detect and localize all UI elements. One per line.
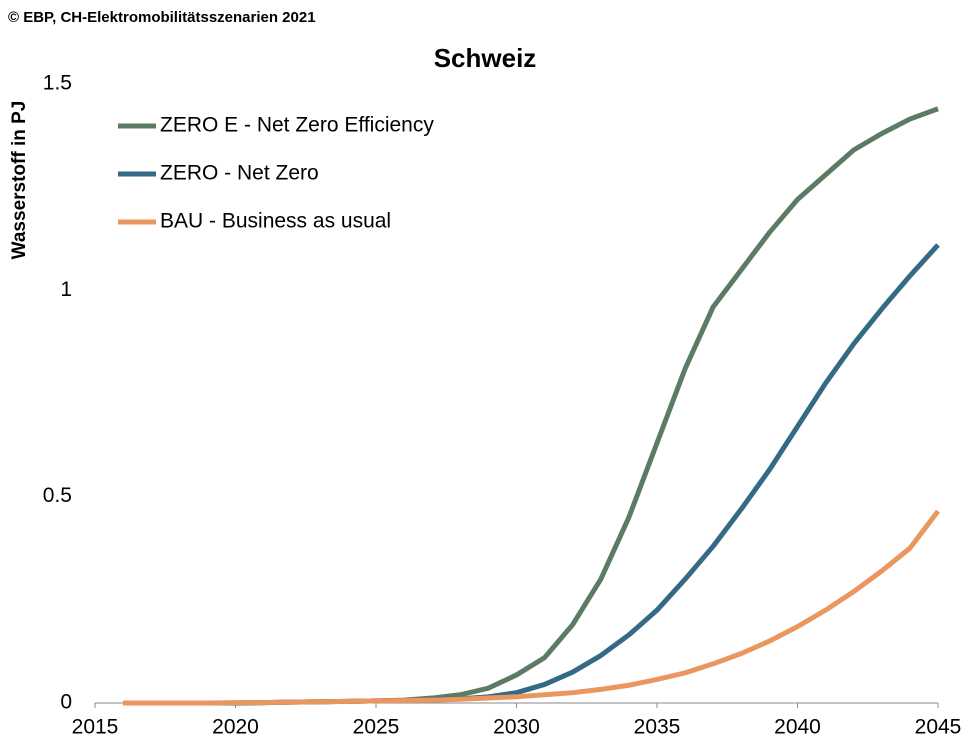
x-tick-label: 2035 xyxy=(634,716,681,739)
chart-title: Schweiz xyxy=(434,43,537,73)
y-tick-label: 1.5 xyxy=(43,72,72,95)
x-tick-label: 2040 xyxy=(774,716,821,739)
y-tick-label: 0.5 xyxy=(43,484,72,507)
x-tick-label: 2015 xyxy=(72,716,119,739)
legend-label: BAU - Business as usual xyxy=(160,210,391,233)
line xyxy=(123,243,940,706)
line xyxy=(123,509,940,706)
source: © EBP, CH-Elektromobilitätsszenarien 202… xyxy=(8,9,316,26)
x-tick-label: 2030 xyxy=(493,716,540,739)
x-tick-label: 2020 xyxy=(212,716,259,739)
x-tick-label: 2025 xyxy=(353,716,400,739)
x-tick-label: 2045 xyxy=(915,716,962,739)
y-tick-label: 0 xyxy=(60,691,72,714)
y-axis-label: Wasserstoff in PJ xyxy=(9,101,30,260)
legend-label: ZERO - Net Zero xyxy=(160,162,319,185)
legend-label: ZERO E - Net Zero Efficiency xyxy=(160,114,434,137)
y-tick-label: 1 xyxy=(60,278,72,301)
